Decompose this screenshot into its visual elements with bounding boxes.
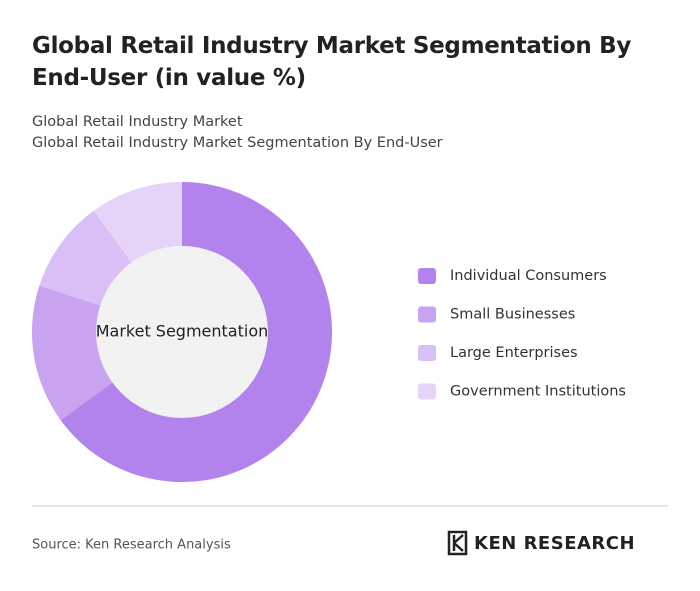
logo: KEN RESEARCH [474, 533, 635, 554]
legend-label: Large Enterprises [450, 345, 578, 361]
center-label: Market Segmentation [96, 322, 269, 341]
subtitle: Global Retail Industry Market [32, 114, 243, 130]
chart-title: Global Retail Industry Market Segmentati… [32, 33, 632, 91]
legend-swatch [418, 345, 436, 361]
logo-icon [452, 534, 464, 552]
legend-label: Individual Consumers [450, 268, 607, 284]
legend-swatch [418, 268, 436, 284]
subtitle: Global Retail Industry Market Segmentati… [32, 135, 443, 151]
logo-icon [447, 530, 468, 556]
legend-swatch [418, 306, 436, 323]
legend-label: Government Institutions [450, 384, 626, 400]
legend-label: Small Businesses [450, 307, 575, 323]
source: Source: Ken Research Analysis [32, 538, 231, 553]
legend-swatch [418, 383, 436, 400]
donut-hole [96, 246, 268, 418]
